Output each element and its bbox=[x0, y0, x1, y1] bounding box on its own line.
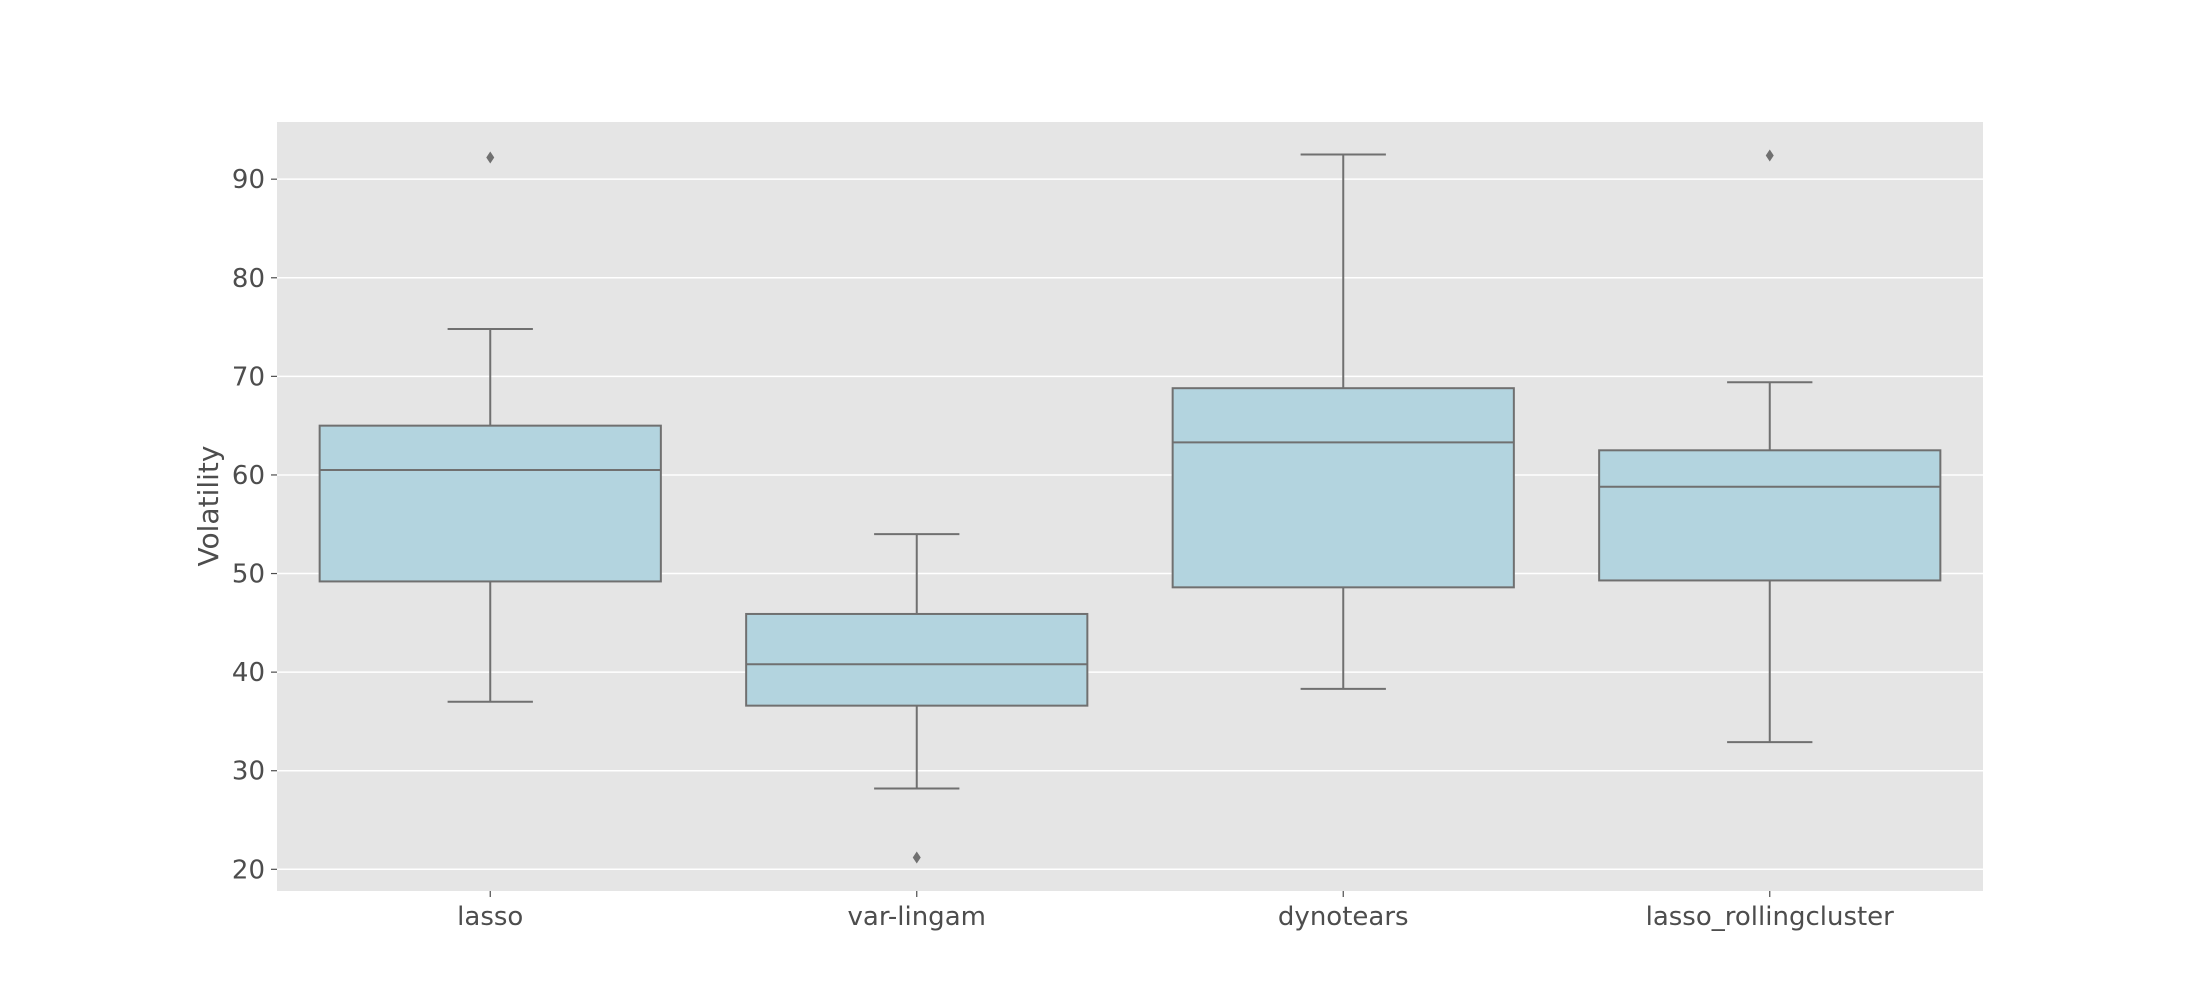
outlier-point bbox=[912, 851, 921, 864]
outlier-point bbox=[486, 151, 495, 164]
x-tick-label: var-lingam bbox=[848, 902, 986, 932]
y-tick-label: 20 bbox=[232, 855, 265, 885]
box-group-var-lingam bbox=[745, 533, 1089, 864]
y-tick-label: 80 bbox=[232, 264, 265, 294]
x-tick-label: lasso bbox=[457, 902, 523, 932]
x-tick-label: lasso_rollingcluster bbox=[1646, 902, 1895, 932]
box-iqr bbox=[318, 424, 662, 583]
y-axis-ticks: 20 30 40 50 60 70 80 90 bbox=[232, 165, 277, 885]
x-tick-label: dynotears bbox=[1278, 902, 1409, 932]
boxes bbox=[318, 149, 1942, 864]
x-axis-ticks: lasso var-lingam dynotears lasso_rollingclu… bbox=[457, 891, 1894, 932]
y-tick-label: 50 bbox=[232, 560, 265, 590]
y-axis-label: Volatility bbox=[192, 446, 225, 567]
box-group-lasso_rollingcluster bbox=[1598, 149, 1942, 744]
box-iqr bbox=[1598, 449, 1942, 582]
box-group-lasso bbox=[318, 151, 662, 703]
y-tick-label: 60 bbox=[232, 461, 265, 491]
box-iqr bbox=[1171, 387, 1515, 589]
box-iqr bbox=[745, 612, 1089, 707]
y-tick-label: 30 bbox=[232, 757, 265, 787]
outlier-point bbox=[1765, 149, 1774, 162]
y-tick-label: 70 bbox=[232, 362, 265, 392]
y-tick-label: 40 bbox=[232, 658, 265, 688]
box-group-dynotears bbox=[1171, 153, 1515, 690]
y-tick-label: 90 bbox=[232, 165, 265, 195]
